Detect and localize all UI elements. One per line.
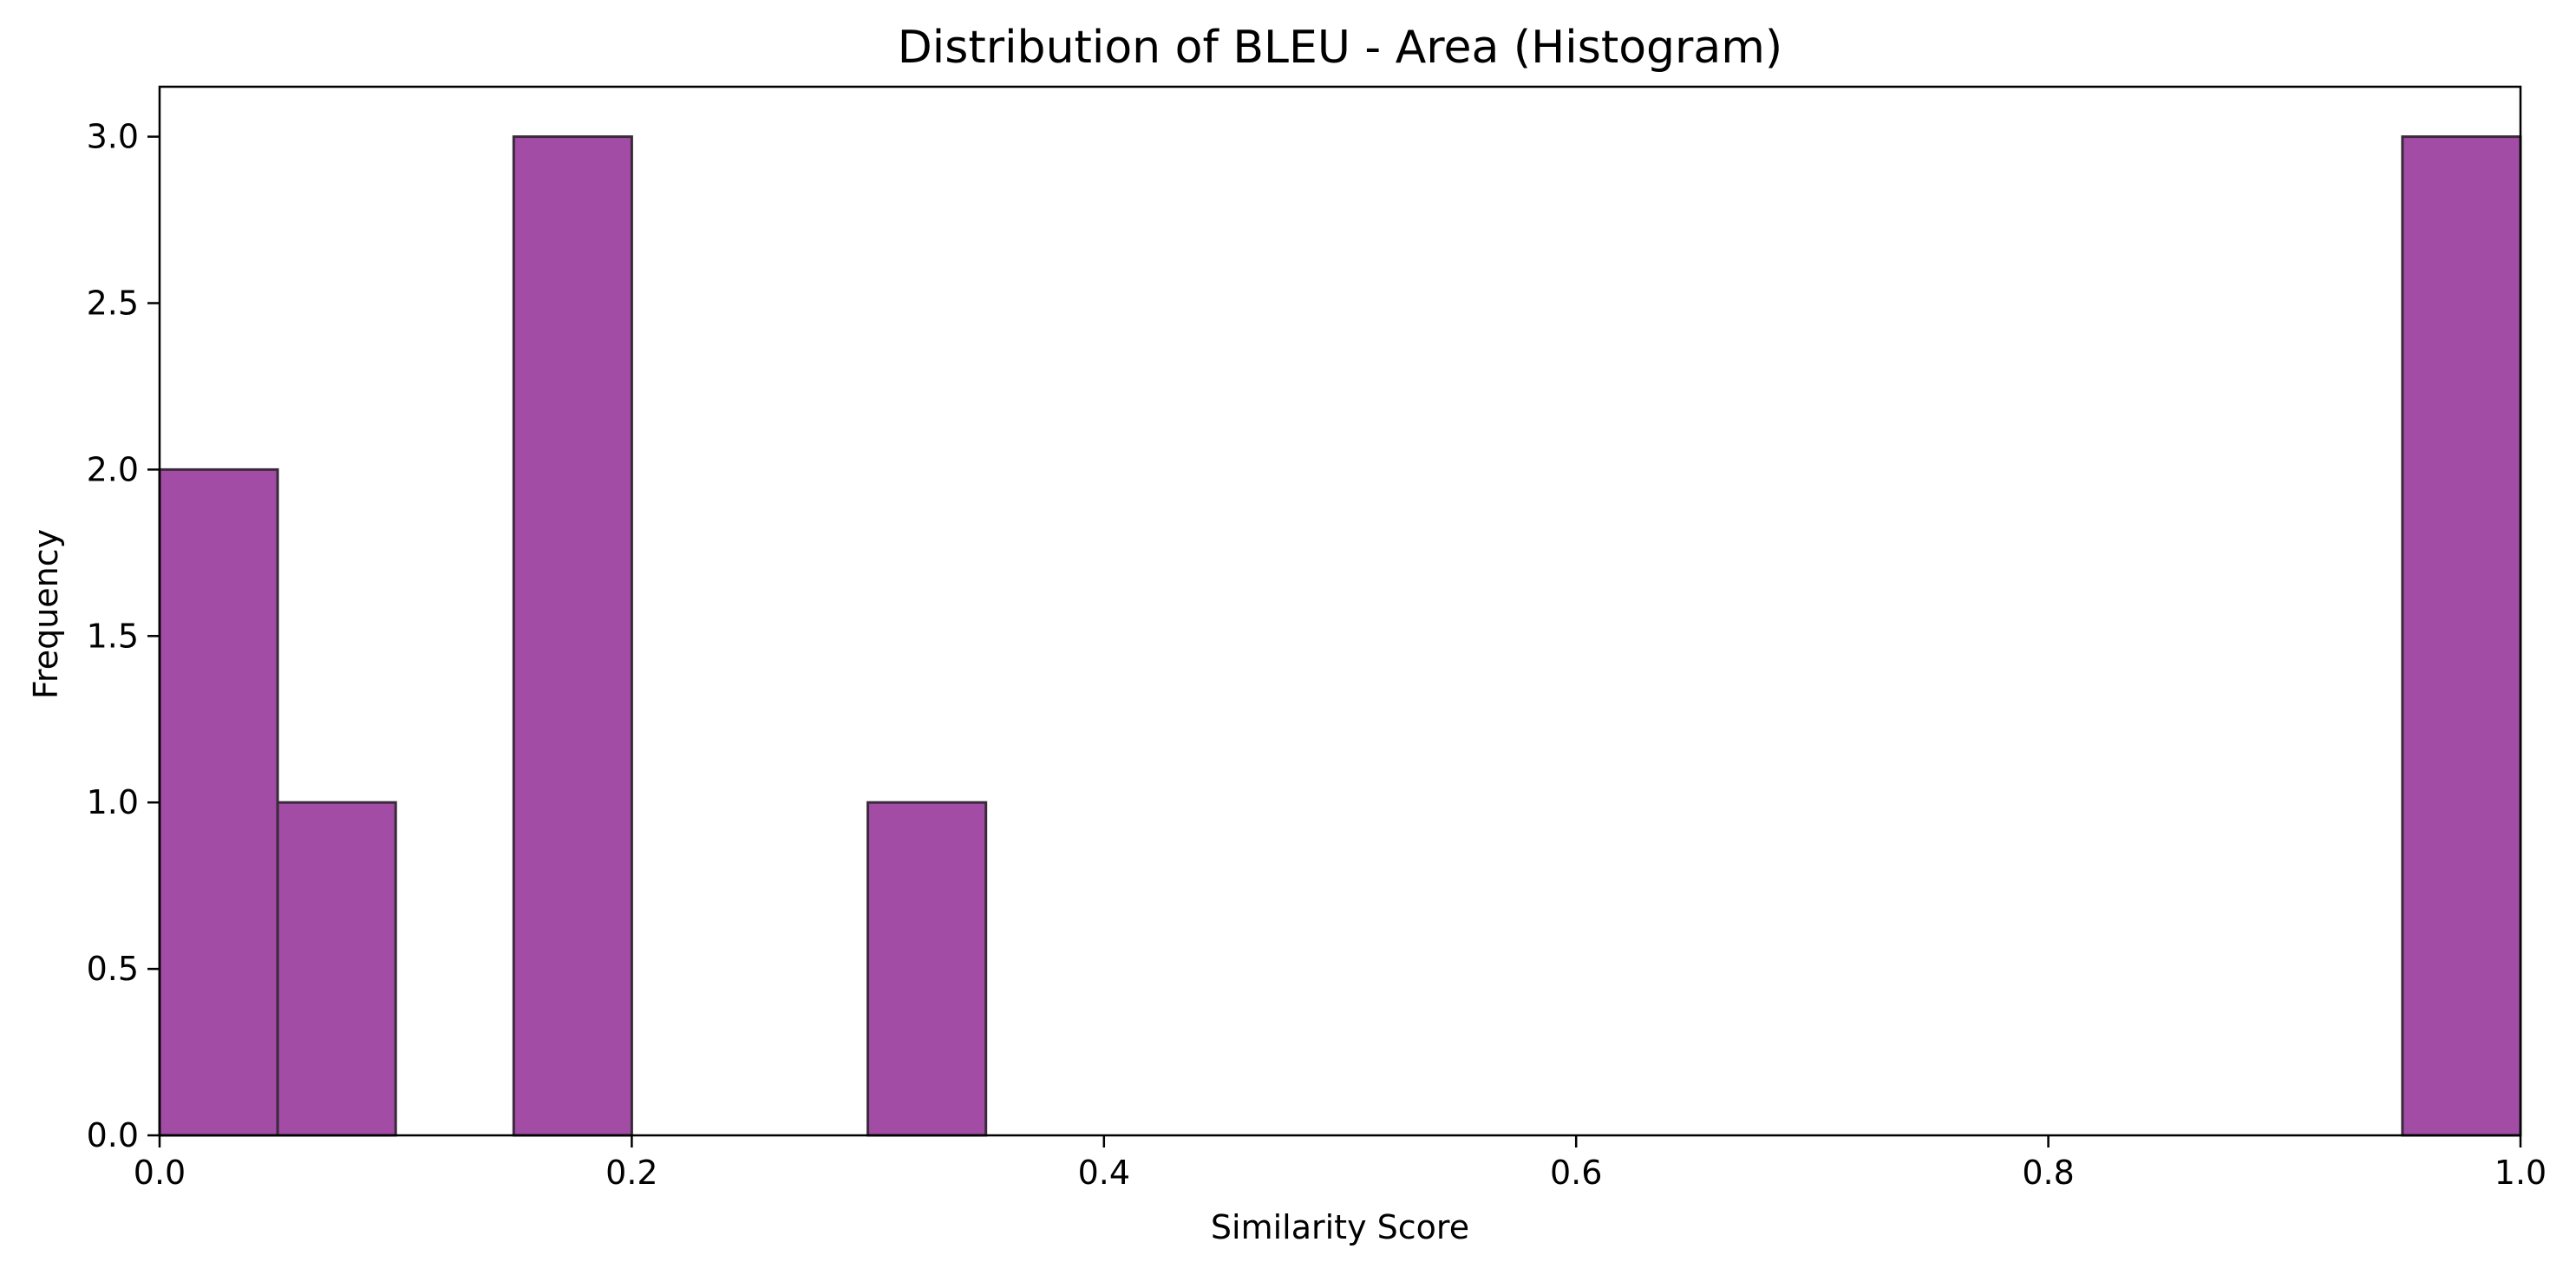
y-tick-label: 0.5: [87, 950, 139, 988]
plot-frame: [158, 85, 2522, 1137]
chart-title: Distribution of BLEU - Area (Histogram): [898, 22, 1782, 74]
histogram-bar: [276, 801, 397, 1137]
y-axis-title: Frequency: [27, 529, 65, 699]
x-tick-label: 0.8: [2022, 1154, 2074, 1192]
axes-layer: [158, 85, 2522, 1137]
y-tick-label: 2.5: [87, 284, 139, 322]
histogram-bar: [866, 801, 988, 1137]
y-tick-label: 1.0: [87, 783, 139, 821]
x-tick-label: 0.4: [1078, 1154, 1130, 1192]
y-ticks: 0.0 0.5 1.0 1.5 2.0 2.5 3.0: [87, 118, 160, 1154]
bars-layer: [158, 135, 2522, 1137]
x-tick-label: 1.0: [2494, 1154, 2547, 1192]
x-tick-label: 0.6: [1550, 1154, 1602, 1192]
histogram-bar: [2401, 135, 2522, 1137]
y-tick-label: 0.0: [87, 1116, 139, 1154]
y-tick-label: 3.0: [87, 118, 139, 156]
y-tick-label: 1.5: [87, 617, 139, 655]
histogram-bar: [158, 468, 279, 1137]
histogram-bar: [512, 135, 633, 1137]
x-tick-label: 0.0: [134, 1154, 186, 1192]
x-axis-title: Similarity Score: [1211, 1208, 1469, 1246]
x-tick-label: 0.2: [605, 1154, 657, 1192]
y-tick-label: 2.0: [87, 450, 139, 488]
x-ticks: 0.0 0.2 0.4 0.6 0.8 1.0: [134, 1135, 2547, 1192]
